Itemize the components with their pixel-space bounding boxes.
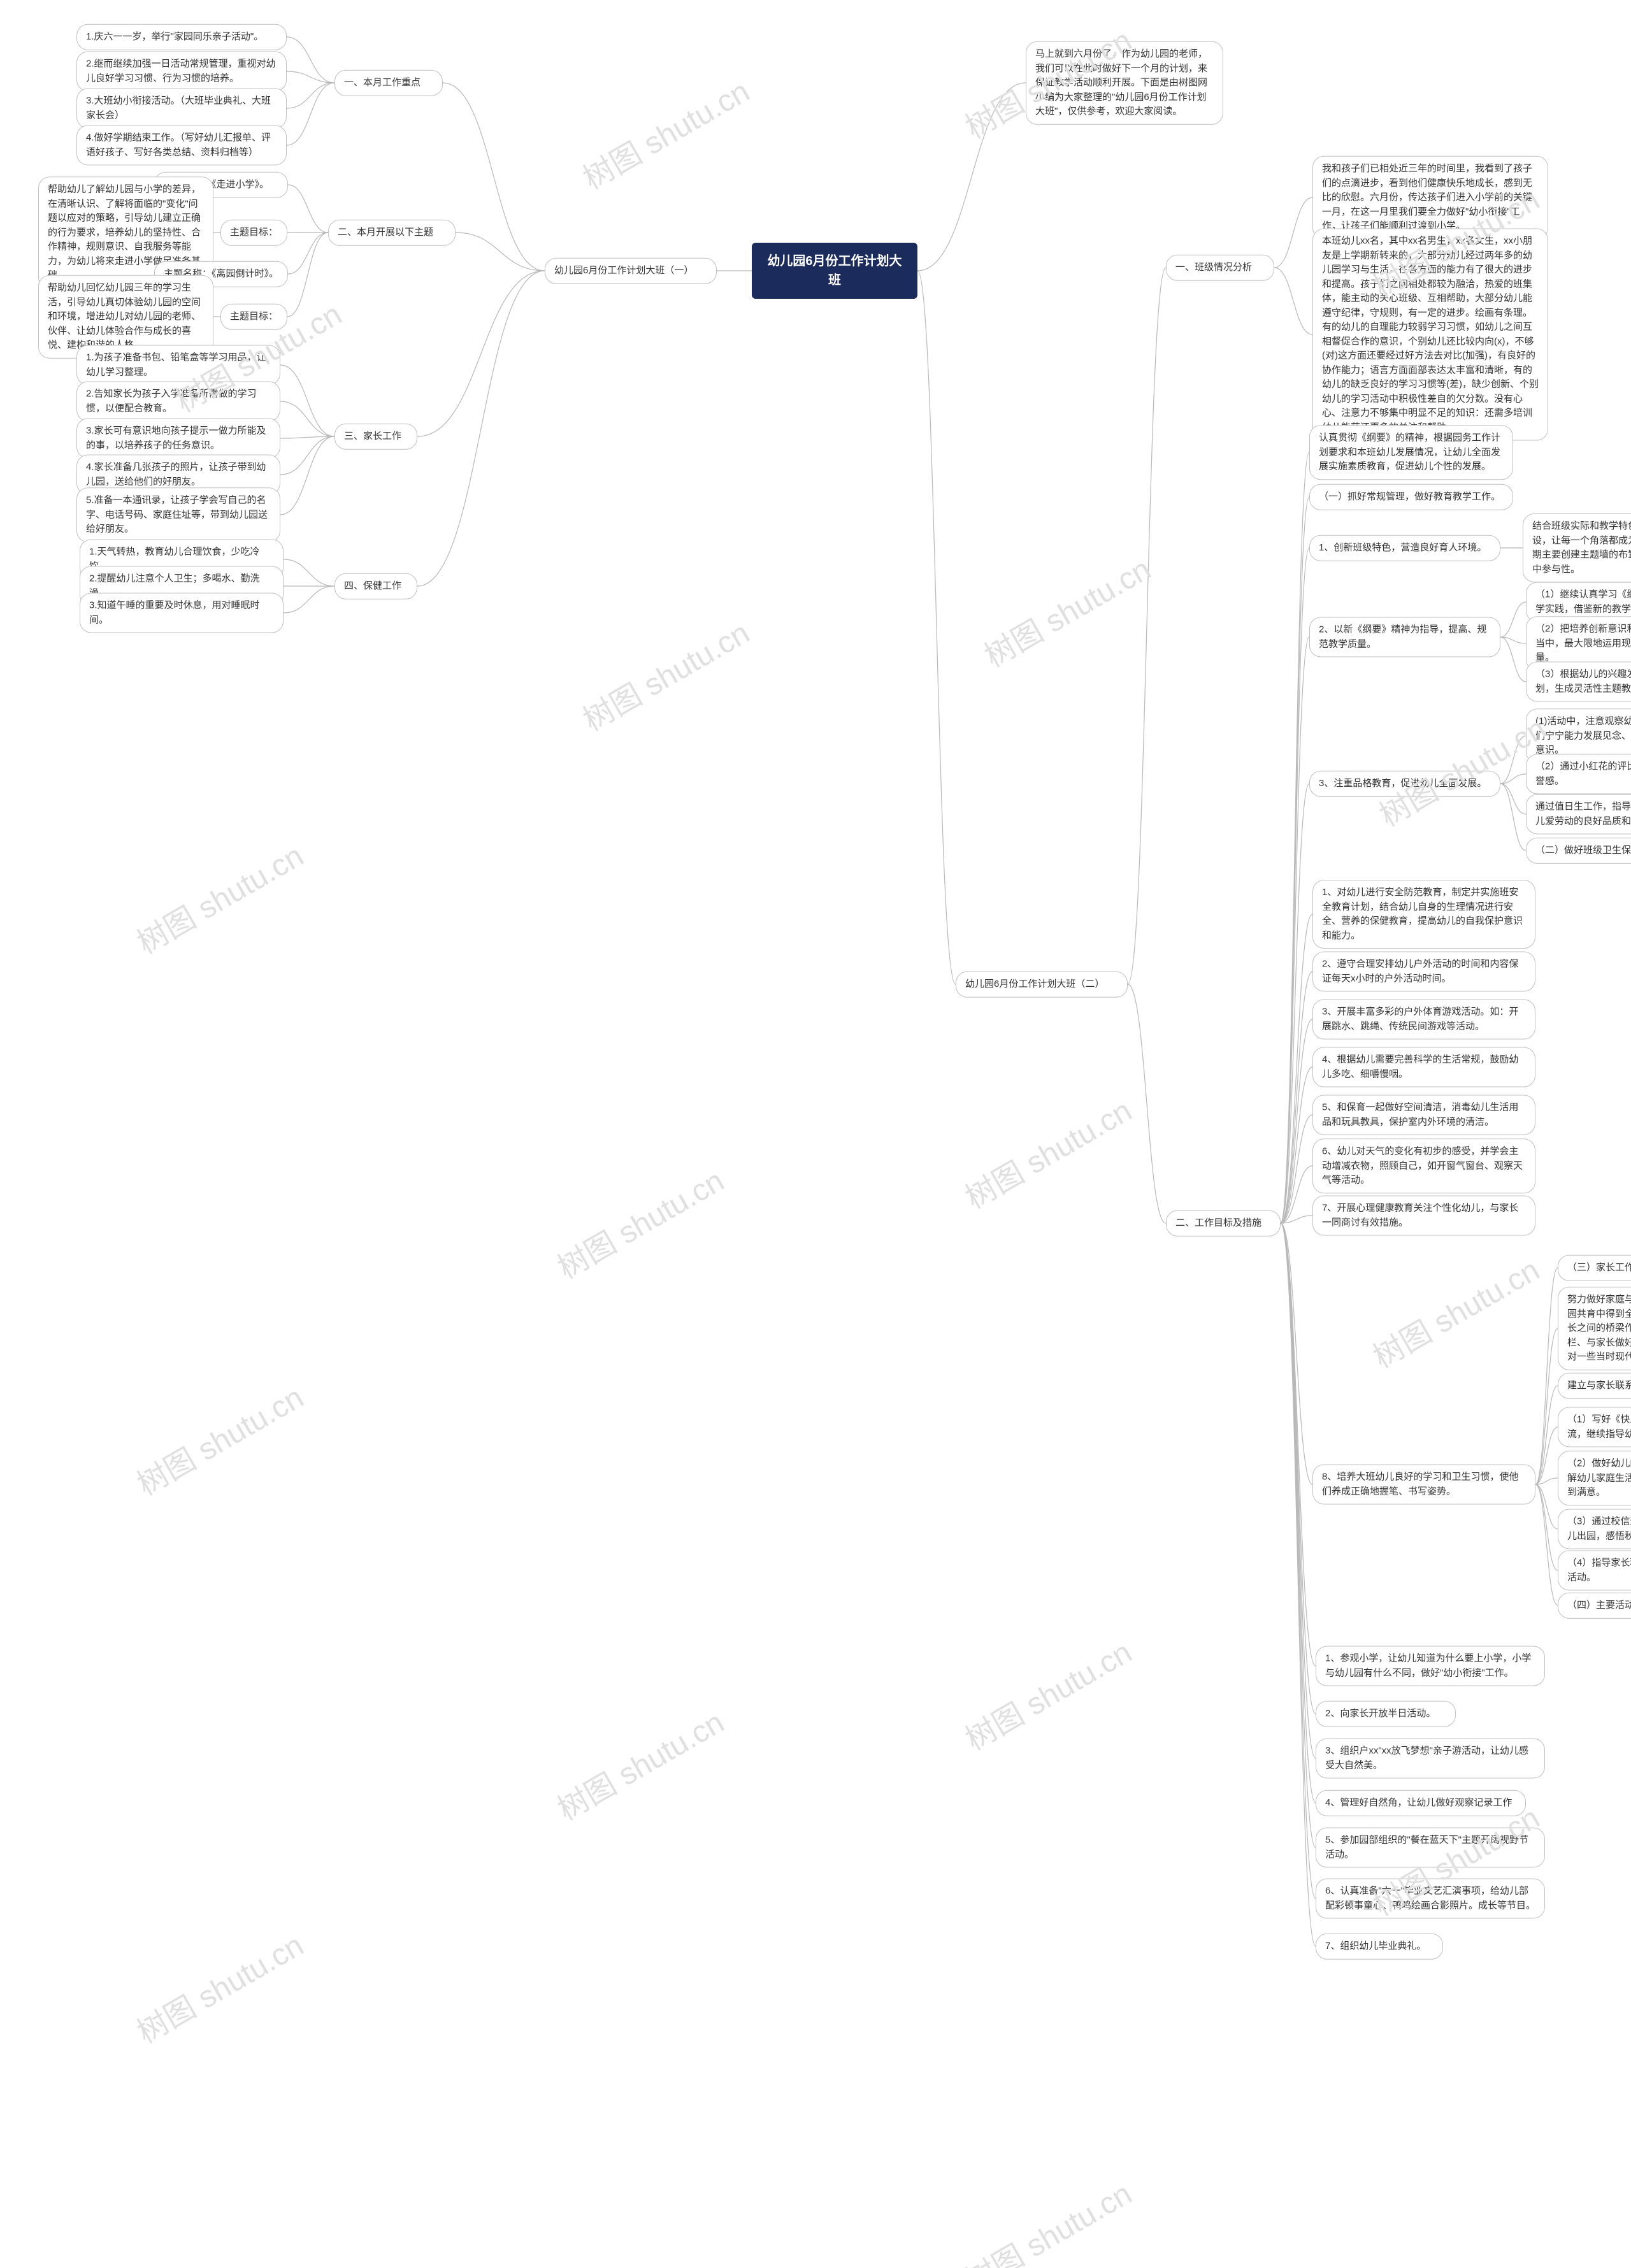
mindmap-node: 1.为孩子准备书包、铅笔盒等学习用品，让幼儿学习整理。 (76, 345, 280, 385)
mindmap-node: 认真贯彻《纲要》的精神，根据园务工作计划要求和本班幼儿发展情况，让幼儿全面发展实… (1309, 425, 1513, 480)
mindmap-node: 幼儿园6月份工作计划大班 (752, 243, 917, 299)
watermark: 树图 shutu.cn (573, 67, 756, 198)
watermark: 树图 shutu.cn (127, 831, 310, 963)
mindmap-node: 4、根据幼儿需要完善科学的生活常规，鼓励幼儿多吃、细嚼慢咽。 (1312, 1047, 1535, 1087)
mindmap-node: 7、组织幼儿毕业典礼。 (1316, 1934, 1443, 1960)
mindmap-node: 2、遵守合理安排幼儿户外活动的时间和内容保证每天x小时的户外活动时间。 (1312, 952, 1535, 992)
mindmap-node: 三、家长工作 (334, 424, 417, 450)
mindmap-node: 建立与家长联系。 (1558, 1373, 1631, 1399)
mindmap-node: 努力做好家庭与幼儿园的纽带，让孩子们在家园共育中得到全方位的发展，做好幼儿园和家… (1558, 1287, 1631, 1370)
watermark: 树图 shutu.cn (127, 1921, 310, 2052)
mindmap-node: （3）通过校信通短信，即时通知，让家长带幼儿出园，感悟秋的风光，野外风情。 (1558, 1509, 1631, 1549)
mindmap-node: 6、幼儿对天气的变化有初步的感受，并学会主动增减衣物，照顾自己，如开窗气窗台、观… (1312, 1138, 1535, 1193)
mindmap-node: （1）写好《快乐成长录》，与家长进行书面交流，继续指导幼儿在家庭里的情况。 (1558, 1407, 1631, 1447)
mindmap-node: 马上就到六月份了，作为幼儿园的老师，我们可以在此时做好下一个月的计划，来保证教学… (1026, 41, 1223, 125)
mindmap-node: 4、管理好自然角，让幼儿做好观察记录工作 (1316, 1790, 1526, 1816)
watermark: 树图 shutu.cn (956, 2169, 1139, 2268)
mindmap-node: 8、培养大班幼儿良好的学习和卫生习惯，使他们养成正确地握笔、书写姿势。 (1312, 1465, 1535, 1505)
watermark: 树图 shutu.cn (956, 1086, 1139, 1217)
mindmap-node: 本班幼儿xx名，其中xx名男生，xx名女生，xx小朋友是上学期新转来的，大部分幼… (1312, 229, 1548, 441)
mindmap-node: 4.做好学期结束工作。（写好幼儿汇报单、评语好孩子、写好各类总结、资料归档等） (76, 126, 287, 166)
mindmap-node: 3.知道午睡的重要及时休息，用对睡眠时间。 (80, 593, 284, 633)
watermark: 树图 shutu.cn (956, 1628, 1139, 1759)
mindmap-node: 5、参加园部组织的"餐在蓝天下"主题开阔视野节活动。 (1316, 1828, 1545, 1868)
watermark: 树图 shutu.cn (548, 1156, 731, 1288)
mindmap-node: 二、工作目标及措施 (1166, 1210, 1281, 1237)
mindmap-node: 1、参观小学，让幼儿知道为什么要上小学，小学与幼儿园有什么不同，做好"幼小衔接"… (1316, 1646, 1545, 1686)
mindmap-node: 1、创新班级特色，营造良好育人环境。 (1309, 535, 1500, 561)
watermark: 树图 shutu.cn (975, 545, 1158, 676)
mindmap-node: 二、本月开展以下主题 (328, 220, 456, 246)
mindmap-node: （二）做好班级卫生保健工作。 (1526, 838, 1631, 864)
mindmap-node: （三）家长工作。 (1558, 1255, 1631, 1281)
mindmap-node: 2.继而继续加强一日活动常规管理，重视对幼儿良好学习习惯、行为习惯的培养。 (76, 52, 287, 92)
watermark: 树图 shutu.cn (127, 1373, 310, 1504)
mindmap-node: （2）做好幼儿的家访工作，亲自到幼儿家中了解幼儿家庭生活，让幼儿感到亲切，让家长… (1558, 1451, 1631, 1505)
mindmap-node: 6、认真准备"六一"毕业文艺汇演事项，给幼儿部配彩顿事童心、鸭鸣绘画合影照片。成… (1316, 1879, 1545, 1919)
mindmap-node: （四）主要活动。 (1558, 1593, 1631, 1619)
mindmap-node: 结合班级实际和教学特色进行个性化的环境创设，让每一个角落都成为无声的教育者。本学… (1523, 513, 1631, 582)
mindmap-node: 1、对幼儿进行安全防范教育，制定并实施班安全教育计划，结合幼儿自身的生理情况进行… (1312, 880, 1535, 949)
mindmap-node: 主题目标： (220, 220, 287, 246)
mindmap-node: 幼儿园6月份工作计划大班（二） (956, 972, 1128, 998)
mindmap-node: 2、向家长开放半日活动。 (1316, 1701, 1456, 1727)
watermark: 树图 shutu.cn (1370, 704, 1553, 835)
mindmap-node: 3、开展丰富多彩的户外体育游戏活动。如：开展跳水、跳绳、传统民间游戏等活动。 (1312, 1000, 1535, 1040)
mindmap-node: 5.准备一本通讯录，让孩子学会写自己的名字、电话号码、家庭住址等，带到幼儿园送给… (76, 487, 280, 542)
mindmap-node: 通过值日生工作，指导幼儿的劳动技能培养幼儿爱劳动的良好品质和关心集体的精神。 (1526, 794, 1631, 835)
mindmap-node: 3、注重品格教育，促进幼儿全面发展。 (1309, 771, 1500, 797)
mindmap-node: 5、和保育一起做好空间清洁，消毒幼儿生活用品和玩具教具，保护室内外环境的清洁。 (1312, 1095, 1535, 1135)
mindmap-node: （2）通过小红花的评比，激发幼儿上进心和荣誉感。 (1526, 754, 1631, 794)
mindmap-node: （4）指导家长积极配合幼儿园，参与各种园所活动。 (1558, 1551, 1631, 1591)
mindmap-node: 3.大班幼小衔接活动。（大班毕业典礼、大班家长会） (76, 89, 287, 129)
mindmap-node: 2、以新《纲要》精神为指导，提高、规范教学质量。 (1309, 617, 1500, 657)
watermark: 树图 shutu.cn (573, 608, 756, 740)
mindmap-node: 我和孩子们已相处近三年的时间里，我看到了孩子们的点滴进步，看到他们健康快乐地成长… (1312, 156, 1548, 240)
mindmap-node: （一）抓好常规管理，做好教育教学工作。 (1309, 484, 1513, 510)
watermark: 树图 shutu.cn (548, 1698, 731, 1829)
mindmap-node: 3.家长可有意识地向孩子提示一做力所能及的事，以培养孩子的任务意识。 (76, 419, 280, 459)
mindmap-node: 2.告知家长为孩子入学准备所需做的学习惯，以便配合教育。 (76, 382, 280, 422)
mindmap-node: 1.庆六一一岁，举行"家园同乐亲子活动"。 (76, 24, 287, 50)
mindmap-node: 四、保健工作 (334, 573, 417, 599)
mindmap-node: 幼儿园6月份工作计划大班（一） (545, 258, 717, 284)
mindmap-node: 7、开展心理健康教育关注个性化幼儿，与家长一同商讨有效措施。 (1312, 1196, 1535, 1236)
mindmap-node: 一、本月工作重点 (334, 70, 443, 96)
mindmap-node: （3）根据幼儿的兴趣发展，及时修改教学计划，生成灵活性主题教学。 (1526, 662, 1631, 702)
watermark: 树图 shutu.cn (1363, 1245, 1546, 1377)
mindmap-node: 3、组织户xx"xx放飞梦想"亲子游活动，让幼儿感受大自然美。 (1316, 1739, 1545, 1779)
mindmap-node: 一、班级情况分析 (1166, 255, 1274, 281)
mindmap-node: 主题目标： (220, 304, 287, 330)
